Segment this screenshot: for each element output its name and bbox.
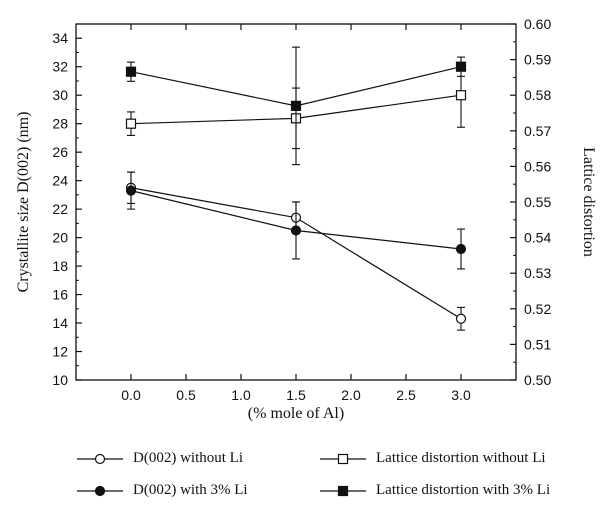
legend-label: D(002) with 3% Li [133, 482, 248, 498]
legend-label: D(002) without Li [133, 450, 243, 466]
y2-tick-label: 0.59 [524, 52, 551, 68]
y-tick-label: 30 [52, 87, 68, 103]
y-tick-label: 32 [52, 59, 68, 75]
y-tick-label: 12 [52, 344, 68, 360]
y-tick-label: 10 [52, 372, 68, 388]
series-1 [125, 171, 467, 270]
chart: 0.0 0.5 1.0 1.5 2.0 2.5 3.0 10 12 14 16 18 20 22 24 26… [15, 16, 597, 422]
y-tick-label: 14 [52, 315, 68, 331]
y-tick-label: 22 [52, 201, 68, 217]
y2-tick-label: 0.57 [524, 123, 551, 139]
y2-tick-label: 0.54 [524, 230, 551, 246]
legend-item-d002-with-li: D(002) with 3% Li [75, 482, 248, 499]
data-point [455, 313, 467, 324]
legend: D(002) without Li D(002) with 3% Li Latt… [0, 440, 600, 510]
data-point [455, 243, 467, 255]
series-layer [125, 46, 467, 331]
legend-label: Lattice distortion without Li [376, 450, 546, 466]
data-point [290, 225, 302, 236]
y-tick-label: 18 [52, 258, 68, 274]
y-tick-label: 26 [52, 144, 68, 160]
open-square-line-icon [320, 453, 366, 464]
y-tick-label: 20 [52, 230, 68, 246]
y-axis-left: 10 12 14 16 18 20 22 24 26 28 30 32 34 [52, 23, 82, 388]
y2-tick-label: 0.53 [524, 265, 551, 281]
x-tick-label: 1.0 [231, 387, 251, 403]
legend-label: Lattice distortion with 3% Li [376, 482, 551, 498]
data-point [125, 66, 137, 77]
legend-item-lattice-with-li: Lattice distortion with 3% Li [318, 482, 550, 499]
data-point [125, 185, 137, 196]
y2-tick-label: 0.56 [524, 158, 551, 174]
y-tick-label: 16 [52, 287, 68, 303]
y2-tick-label: 0.55 [524, 194, 551, 210]
x-tick-label: 3.0 [451, 387, 471, 403]
filled-square-line-icon [320, 485, 366, 496]
data-point [290, 100, 302, 111]
x-tick-label: 0.5 [176, 387, 196, 403]
x-tick-label: 0.0 [121, 387, 141, 403]
filled-circle-line-icon [77, 485, 123, 496]
y-axis-right: 0.50 0.51 0.52 0.53 0.54 0.55 0.56 0.57 0.58 0.59… [510, 16, 551, 388]
y-tick-label: 34 [52, 30, 68, 46]
y2-tick-label: 0.58 [524, 87, 551, 103]
legend-item-d002-without-li: D(002) without Li [75, 450, 243, 467]
x-tick-label: 2.0 [341, 387, 361, 403]
y-axis-right-title: Lattice distortion [580, 147, 597, 257]
y2-tick-label: 0.51 [524, 336, 551, 352]
y-axis-left-title: Crystallite size D(002) (nm) [15, 112, 32, 293]
data-point [455, 90, 467, 101]
x-tick-label: 1.5 [286, 387, 306, 403]
y2-tick-label: 0.60 [524, 16, 551, 32]
open-circle-line-icon [77, 453, 123, 464]
y-tick-label: 24 [52, 173, 68, 189]
data-point [125, 118, 137, 129]
x-axis-title: (% mole of Al) [248, 405, 344, 422]
y-tick-label: 28 [52, 116, 68, 132]
x-axis: 0.0 0.5 1.0 1.5 2.0 2.5 3.0 [121, 24, 471, 403]
x-tick-label: 2.5 [396, 387, 416, 403]
series-3 [125, 46, 467, 166]
y2-tick-label: 0.52 [524, 301, 551, 317]
y2-tick-label: 0.50 [524, 372, 551, 388]
legend-item-lattice-without-li: Lattice distortion without Li [318, 450, 546, 467]
data-point [455, 61, 467, 72]
